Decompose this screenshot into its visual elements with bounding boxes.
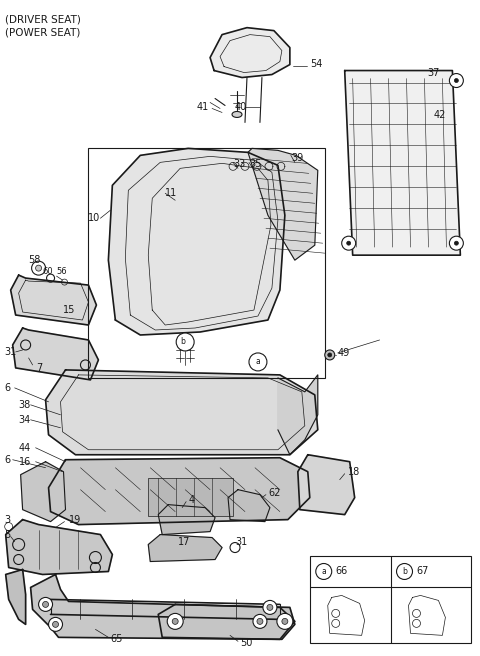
- Polygon shape: [108, 148, 285, 335]
- Text: 35: 35: [249, 159, 261, 169]
- Bar: [88, 148, 325, 378]
- Polygon shape: [6, 520, 112, 575]
- Circle shape: [32, 261, 46, 275]
- Text: 39: 39: [291, 154, 303, 163]
- Circle shape: [449, 236, 463, 250]
- Ellipse shape: [232, 112, 242, 117]
- Text: 7: 7: [36, 363, 43, 373]
- Text: 56: 56: [57, 266, 67, 276]
- Circle shape: [328, 353, 332, 357]
- Circle shape: [455, 241, 458, 245]
- Text: 40: 40: [235, 102, 247, 112]
- Text: 10: 10: [88, 213, 101, 223]
- Circle shape: [347, 241, 351, 245]
- Circle shape: [257, 619, 263, 625]
- Polygon shape: [408, 596, 445, 636]
- Text: 3: 3: [5, 514, 11, 525]
- Text: 5: 5: [5, 529, 11, 540]
- Polygon shape: [298, 455, 355, 514]
- Text: 11: 11: [165, 188, 178, 198]
- Text: (DRIVER SEAT): (DRIVER SEAT): [5, 14, 81, 25]
- Polygon shape: [278, 375, 318, 455]
- Circle shape: [176, 333, 194, 351]
- Text: 6: 6: [5, 383, 11, 393]
- Polygon shape: [228, 489, 270, 522]
- Circle shape: [172, 619, 178, 625]
- Text: 60: 60: [43, 266, 53, 276]
- Text: 6: 6: [5, 455, 11, 464]
- Text: 58: 58: [29, 255, 41, 265]
- Text: 16: 16: [19, 457, 31, 466]
- Circle shape: [282, 619, 288, 625]
- Text: 62: 62: [268, 487, 280, 498]
- Circle shape: [316, 564, 332, 579]
- Circle shape: [52, 621, 59, 627]
- Text: 18: 18: [348, 466, 360, 477]
- Text: 38: 38: [19, 400, 31, 410]
- Circle shape: [36, 265, 42, 271]
- Circle shape: [167, 613, 183, 629]
- Text: 49: 49: [338, 348, 350, 358]
- Text: 54: 54: [310, 58, 322, 69]
- Polygon shape: [158, 504, 215, 535]
- Polygon shape: [11, 275, 96, 325]
- Text: 34: 34: [19, 415, 31, 425]
- Polygon shape: [328, 596, 365, 636]
- Text: 15: 15: [62, 305, 75, 315]
- Bar: [310, 556, 471, 644]
- Circle shape: [249, 353, 267, 371]
- Text: b: b: [402, 567, 407, 576]
- Text: 31: 31: [235, 537, 247, 546]
- Polygon shape: [46, 370, 318, 455]
- Bar: [148, 478, 233, 516]
- Circle shape: [48, 617, 62, 631]
- Polygon shape: [21, 462, 65, 522]
- Circle shape: [325, 350, 335, 360]
- Circle shape: [38, 598, 52, 611]
- Polygon shape: [158, 604, 295, 640]
- Text: a: a: [322, 567, 326, 576]
- Text: b: b: [181, 337, 186, 346]
- Text: 19: 19: [69, 514, 81, 525]
- Circle shape: [455, 79, 458, 83]
- Text: a: a: [255, 358, 260, 367]
- Circle shape: [277, 613, 293, 629]
- Polygon shape: [31, 575, 295, 640]
- Text: 50: 50: [240, 638, 252, 648]
- Text: 41: 41: [196, 102, 208, 112]
- Circle shape: [43, 602, 48, 607]
- Polygon shape: [12, 328, 98, 380]
- Polygon shape: [148, 535, 222, 562]
- Text: 4: 4: [188, 495, 194, 504]
- Polygon shape: [6, 569, 25, 625]
- Circle shape: [253, 615, 267, 628]
- Text: 44: 44: [19, 443, 31, 453]
- Text: 67: 67: [417, 567, 429, 577]
- Polygon shape: [345, 71, 460, 255]
- Circle shape: [396, 564, 412, 579]
- Circle shape: [342, 236, 356, 250]
- Circle shape: [449, 73, 463, 87]
- Text: 37: 37: [428, 68, 440, 77]
- Text: 65: 65: [110, 634, 123, 644]
- Polygon shape: [248, 148, 318, 260]
- Text: (POWER SEAT): (POWER SEAT): [5, 28, 80, 37]
- Polygon shape: [48, 458, 310, 525]
- Text: 66: 66: [336, 567, 348, 577]
- Polygon shape: [210, 28, 290, 77]
- Text: 42: 42: [433, 110, 446, 121]
- Circle shape: [267, 604, 273, 610]
- Text: 33: 33: [233, 159, 245, 169]
- Text: 31: 31: [5, 347, 17, 357]
- Text: 17: 17: [178, 537, 191, 546]
- Circle shape: [263, 600, 277, 615]
